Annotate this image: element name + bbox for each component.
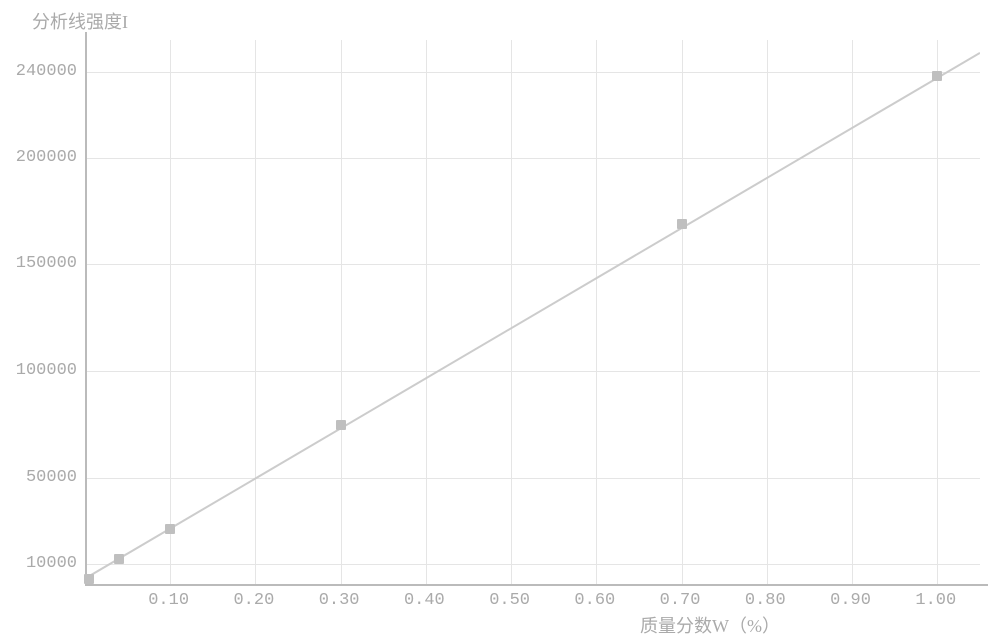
y-tick-label: 240000 <box>16 62 77 81</box>
data-point <box>932 71 942 81</box>
x-tick-label: 0.40 <box>404 591 445 610</box>
data-point <box>336 420 346 430</box>
x-tick-label: 0.80 <box>745 591 786 610</box>
y-tick-label: 10000 <box>26 554 77 573</box>
x-tick-label: 0.60 <box>574 591 615 610</box>
data-point <box>84 574 94 584</box>
x-tick-label: 0.90 <box>830 591 871 610</box>
y-tick-label: 50000 <box>26 468 77 487</box>
x-axis-title: 质量分数W（%） <box>640 612 780 638</box>
y-tick-label: 100000 <box>16 361 77 380</box>
y-axis-title: 分析线强度I <box>32 8 128 34</box>
x-tick-label: 0.10 <box>148 591 189 610</box>
x-tick-label: 0.30 <box>319 591 360 610</box>
data-point <box>165 524 175 534</box>
x-tick-label: 0.20 <box>233 591 274 610</box>
x-tick-label: 0.70 <box>660 591 701 610</box>
calibration-chart: 分析线强度I 质量分数W（%） 0.100.200.300.400.500.60… <box>0 0 1000 644</box>
y-tick-label: 150000 <box>16 254 77 273</box>
y-tick-label: 200000 <box>16 148 77 167</box>
data-point <box>677 219 687 229</box>
x-tick-label: 1.00 <box>915 591 956 610</box>
x-tick-label: 0.50 <box>489 591 530 610</box>
plot-area: 0.100.200.300.400.500.600.700.800.901.00… <box>85 40 980 585</box>
data-point <box>114 554 124 564</box>
regression-line <box>85 40 980 585</box>
